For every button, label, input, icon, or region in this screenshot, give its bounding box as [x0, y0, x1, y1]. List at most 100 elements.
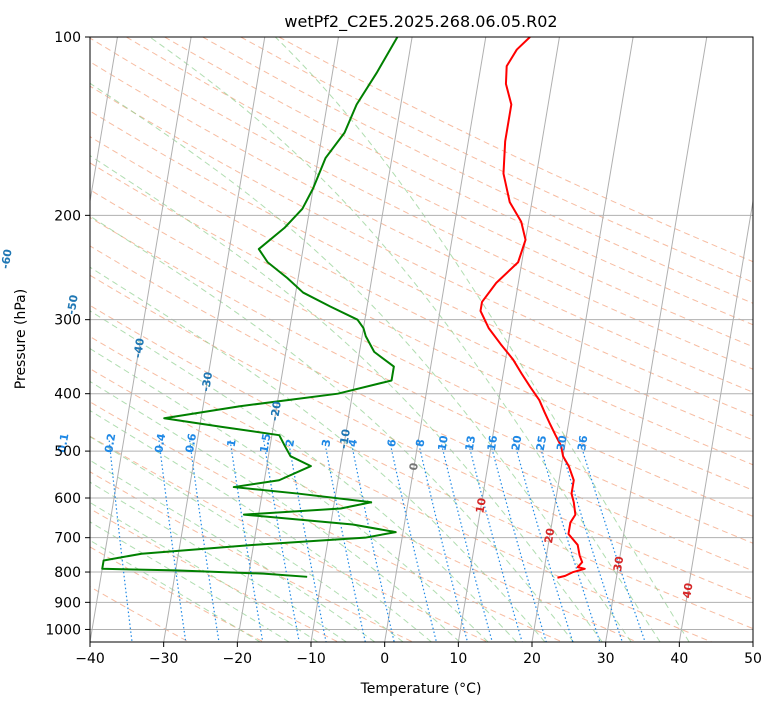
- isotherm-lines: [90, 37, 753, 642]
- x-tick-label: 30: [597, 651, 615, 667]
- dry-adiabat: [202, 37, 753, 304]
- x-tick-label: 0: [380, 651, 389, 667]
- warm-isotherm-label: 10: [473, 497, 488, 515]
- dry-adiabat: [90, 61, 753, 393]
- isotherm-line: [236, 37, 339, 642]
- x-tick-label: 10: [449, 651, 467, 667]
- mixing-ratio-label: 30: [554, 434, 569, 452]
- mixing-ratio-label: 25: [534, 434, 549, 451]
- mixing-ratio-label: 8: [413, 438, 427, 448]
- moist-adiabat: [90, 539, 261, 642]
- y-tick-label: 400: [54, 387, 81, 403]
- mixing-ratio-label: 4: [346, 438, 360, 448]
- dewpoint-profile-line: [101, 37, 399, 578]
- warm-isotherm-label: 40: [680, 582, 695, 600]
- mixing-ratio-line: [513, 440, 574, 642]
- mixing-ratio-line: [108, 440, 133, 642]
- isotherm-line: [531, 37, 634, 642]
- dry-adiabat: [240, 37, 753, 283]
- plot-frame: [89, 36, 754, 643]
- mixing-ratio-line: [287, 440, 327, 642]
- mixing-ratio-label: 0.1: [55, 432, 71, 453]
- isotherm-line: [605, 37, 708, 642]
- isotherm-label: 0: [407, 461, 421, 471]
- moist-adiabat: [274, 37, 690, 642]
- y-tick-label: 100: [54, 30, 81, 46]
- x-tick-label: −20: [223, 651, 253, 667]
- chart-title: wetPf2_C2E5.2025.268.06.05.R02: [284, 12, 557, 32]
- mixing-ratio-line: [323, 440, 366, 642]
- mixing-ratio-label: 2: [283, 438, 297, 448]
- isotherm-label: -50: [65, 293, 81, 315]
- isotherm-line: [384, 37, 487, 642]
- moist-adiabat: [90, 410, 432, 642]
- mixing-ratio-label: 36: [575, 434, 590, 452]
- y-tick-label: 1000: [45, 622, 81, 638]
- moist-adiabat: [90, 266, 546, 642]
- moist-adiabat: [90, 347, 489, 642]
- x-tick-label: 40: [670, 651, 688, 667]
- y-tick-label: 800: [54, 565, 81, 581]
- y-tick-label: 300: [54, 313, 81, 329]
- mixing-ratio-label: 0.2: [102, 432, 118, 453]
- x-tick-label: −30: [149, 651, 179, 667]
- dry-adiabat: [164, 37, 753, 326]
- isotherm-label: -10: [337, 428, 353, 450]
- mixing-ratio-line: [189, 440, 220, 642]
- x-tick-label: 50: [744, 651, 762, 667]
- dry-adiabat: [126, 37, 753, 348]
- mixing-ratio-label: 3: [319, 438, 333, 448]
- dry-adiabat: [90, 189, 753, 517]
- moist-adiabat: [90, 155, 603, 642]
- dry-adiabat: [90, 136, 753, 466]
- mixing-ratio-label: 13: [463, 434, 478, 451]
- warm-isotherm-label: 20: [542, 527, 557, 545]
- dry-adiabat: [90, 85, 753, 417]
- mixing-ratio-line: [489, 440, 547, 642]
- y-tick-label: 500: [54, 444, 81, 460]
- dry-adiabat: [90, 216, 753, 544]
- isotherm-line: [90, 37, 192, 642]
- isotherm-line: [163, 37, 266, 642]
- profile-lines: [101, 37, 586, 579]
- isotherm-line: [678, 198, 753, 642]
- mixing-ratio-line: [158, 440, 187, 642]
- isotherm-line: [310, 37, 413, 642]
- mixing-ratio-lines: [108, 440, 646, 642]
- y-axis-title: Pressure (hPa): [13, 289, 29, 389]
- isotherm-line: [457, 37, 560, 642]
- temperature-profile-line: [479, 37, 586, 579]
- mixing-ratio-label: 1: [225, 438, 239, 448]
- mixing-ratio-line: [537, 440, 601, 642]
- moist-adiabat: [90, 215, 574, 642]
- x-axis: −40 −30 −20 −10 0 10 20 30 40 50: [75, 642, 762, 667]
- y-tick-label: 700: [54, 531, 81, 547]
- mixing-ratio-label: 6: [385, 438, 399, 448]
- mixing-ratio-line: [579, 440, 646, 642]
- dry-adiabat: [90, 274, 753, 600]
- warm-isotherm-label: 30: [611, 555, 626, 573]
- moist-adiabat: [90, 380, 461, 642]
- moist-adiabat: [90, 436, 404, 642]
- mixing-ratio-label: 1.5: [257, 432, 273, 453]
- mixing-ratio-line: [350, 440, 395, 642]
- dry-adiabat: [90, 110, 753, 441]
- isotherm-line: [90, 37, 118, 205]
- moist-adiabat: [90, 481, 347, 642]
- isobar-lines: [90, 37, 753, 630]
- x-tick-label: −40: [75, 651, 105, 667]
- x-tick-label: 20: [523, 651, 541, 667]
- moist-adiabat: [149, 37, 661, 642]
- y-axis: 100 200 300 400 500 600 700 800 900 1000: [45, 30, 90, 638]
- x-tick-label: −10: [296, 651, 326, 667]
- isotherm-label: -30: [199, 371, 215, 393]
- dry-adiabat: [90, 162, 753, 491]
- mixing-ratio-label: 0.6: [183, 432, 199, 454]
- dry-adiabat: [90, 37, 753, 370]
- dry-adiabat: [90, 336, 712, 642]
- plot-area: [90, 37, 753, 642]
- isotherm-label: -60: [0, 248, 15, 270]
- mixing-ratio-label: 0.4: [152, 432, 168, 454]
- isotherm-label: -20: [268, 400, 284, 422]
